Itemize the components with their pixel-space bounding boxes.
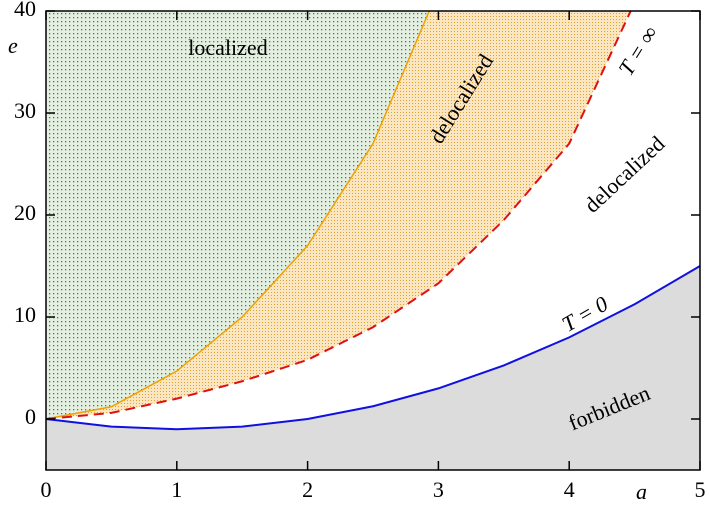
y-tick-label: 10: [14, 302, 36, 327]
localized-region: [46, 11, 430, 419]
curve: [45, 10, 430, 420]
y-axis-label: e: [8, 33, 18, 58]
x-tick-label: 4: [564, 477, 575, 502]
plot-frame: [45, 10, 701, 471]
regions: [46, 11, 700, 470]
annotation: delocalized: [579, 131, 669, 218]
x-tick-label: 5: [695, 477, 706, 502]
curve: [45, 265, 701, 431]
forbidden-region: [46, 266, 700, 470]
x-tick-label: 2: [302, 477, 313, 502]
x-axis-label: a: [636, 479, 647, 504]
delocalized-region: [46, 11, 631, 419]
plot: [45, 10, 701, 431]
annotation: localized: [188, 35, 267, 60]
y-tick-label: 0: [25, 404, 36, 429]
x-tick-label: 1: [171, 477, 182, 502]
y-tick-label: 30: [14, 98, 36, 123]
y-tick-label: 20: [14, 200, 36, 225]
x-tick-label: 0: [41, 477, 52, 502]
x-tick-label: 3: [433, 477, 444, 502]
curve: [45, 10, 632, 420]
y-tick-label: 40: [14, 0, 36, 21]
